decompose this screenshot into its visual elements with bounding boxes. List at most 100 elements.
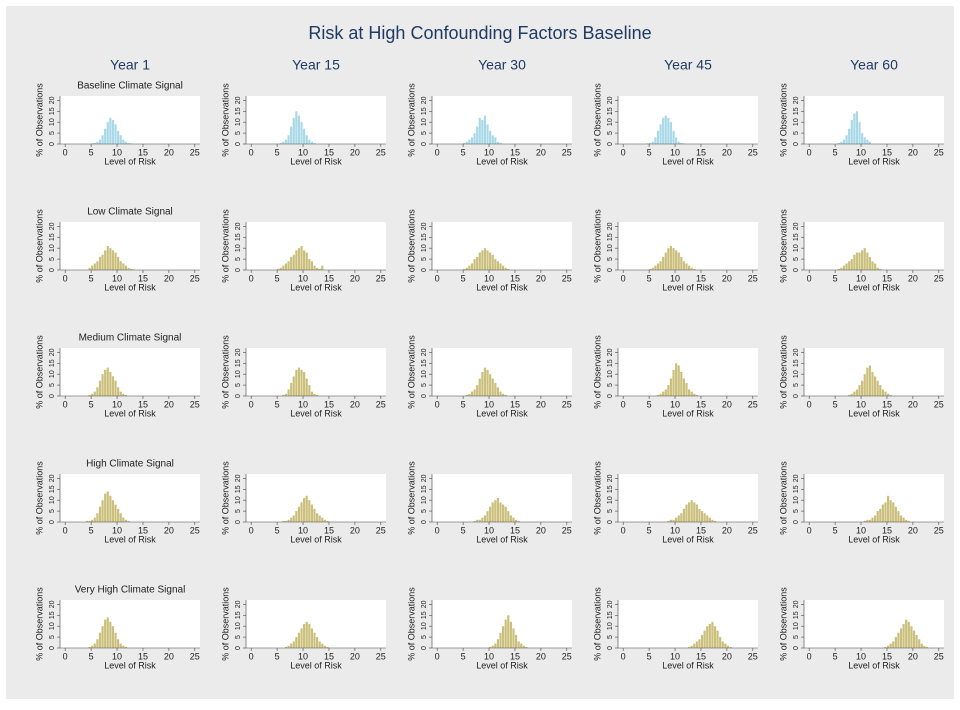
x-tick-label: 0 bbox=[249, 651, 254, 661]
plot-area bbox=[804, 600, 944, 648]
bar bbox=[520, 643, 523, 648]
column-title: Year 60 bbox=[850, 57, 898, 73]
bar bbox=[496, 261, 500, 270]
x-tick-label: 10 bbox=[112, 399, 122, 409]
bar bbox=[468, 393, 471, 396]
bar bbox=[114, 504, 117, 522]
y-tick-label: 15 bbox=[421, 611, 428, 619]
bar bbox=[96, 513, 99, 522]
bar bbox=[290, 382, 293, 396]
y-tick-label: 5 bbox=[793, 635, 800, 639]
bar bbox=[476, 126, 479, 144]
bar bbox=[491, 502, 494, 522]
bar bbox=[910, 626, 913, 648]
x-tick-label: 10 bbox=[670, 525, 680, 535]
y-tick-label: 20 bbox=[235, 96, 242, 104]
bar bbox=[664, 389, 667, 396]
bar bbox=[478, 519, 481, 522]
bar bbox=[117, 256, 120, 270]
x-tick-label: 25 bbox=[934, 651, 944, 661]
bar bbox=[473, 389, 476, 396]
bar bbox=[88, 394, 91, 396]
bar bbox=[656, 394, 660, 396]
bar bbox=[682, 378, 686, 396]
x-tick-label: 20 bbox=[164, 273, 174, 283]
bar bbox=[326, 520, 329, 522]
bar bbox=[667, 385, 670, 396]
bar bbox=[894, 506, 897, 522]
bar bbox=[295, 250, 298, 270]
y-tick-label: 0 bbox=[49, 394, 56, 398]
x-tick-label: 5 bbox=[461, 399, 466, 409]
y-tick-label: 0 bbox=[49, 520, 56, 524]
bar bbox=[122, 393, 125, 396]
x-tick-label: 0 bbox=[249, 399, 254, 409]
x-axis-label: Level of Risk bbox=[104, 156, 156, 166]
bar bbox=[93, 142, 96, 144]
x-tick-label: 15 bbox=[882, 651, 892, 661]
y-tick-label: 10 bbox=[49, 370, 56, 378]
bar bbox=[680, 142, 683, 144]
bar bbox=[114, 124, 117, 144]
bar bbox=[892, 502, 895, 522]
x-tick-label: 25 bbox=[190, 147, 200, 157]
bar bbox=[724, 643, 727, 648]
bar bbox=[726, 645, 730, 648]
plot-area bbox=[618, 96, 758, 144]
bar bbox=[117, 508, 120, 522]
plot-area bbox=[60, 96, 200, 144]
plot-area bbox=[432, 96, 572, 144]
bar bbox=[308, 500, 311, 522]
bar bbox=[478, 117, 481, 144]
bar bbox=[292, 641, 295, 648]
x-tick-label: 20 bbox=[722, 399, 732, 409]
bar bbox=[654, 265, 657, 270]
bar bbox=[646, 143, 649, 144]
bar bbox=[310, 628, 314, 648]
bar bbox=[127, 142, 130, 144]
bar bbox=[848, 128, 851, 144]
bar bbox=[297, 506, 301, 522]
x-tick-label: 5 bbox=[833, 147, 838, 157]
bar bbox=[703, 513, 706, 522]
x-tick-label: 25 bbox=[376, 399, 386, 409]
bar bbox=[494, 500, 497, 522]
bar bbox=[300, 369, 303, 396]
bar bbox=[98, 380, 102, 396]
y-tick-label: 5 bbox=[793, 383, 800, 387]
x-tick-label: 0 bbox=[435, 147, 440, 157]
bar bbox=[886, 495, 890, 522]
bar bbox=[688, 389, 691, 396]
x-tick-label: 15 bbox=[510, 651, 520, 661]
bar bbox=[486, 511, 489, 522]
bar bbox=[88, 267, 91, 270]
bar bbox=[308, 259, 311, 270]
bar bbox=[85, 520, 89, 522]
bar bbox=[845, 135, 848, 144]
y-axis-label: % of Observations bbox=[220, 587, 230, 661]
bar bbox=[111, 500, 115, 522]
x-tick-label: 0 bbox=[249, 273, 254, 283]
bar bbox=[711, 621, 714, 648]
bar bbox=[905, 519, 908, 522]
y-axis-label: % of Observations bbox=[34, 461, 44, 535]
bar bbox=[473, 259, 476, 270]
x-tick-label: 25 bbox=[934, 399, 944, 409]
bar bbox=[509, 621, 512, 648]
y-axis-label: % of Observations bbox=[220, 83, 230, 157]
y-tick-label: 5 bbox=[607, 635, 614, 639]
bar bbox=[463, 142, 466, 144]
x-axis-label: Level of Risk bbox=[662, 660, 714, 670]
x-tick-label: 25 bbox=[562, 651, 572, 661]
bar bbox=[682, 261, 686, 270]
bar bbox=[886, 645, 890, 648]
bar bbox=[91, 393, 94, 396]
plot-area bbox=[804, 474, 944, 522]
bar bbox=[721, 641, 724, 648]
bar bbox=[892, 641, 895, 648]
bar bbox=[677, 252, 680, 270]
y-axis-label: % of Observations bbox=[34, 209, 44, 283]
bar bbox=[486, 369, 489, 396]
bar bbox=[287, 519, 290, 522]
x-axis-label: Level of Risk bbox=[848, 534, 900, 544]
